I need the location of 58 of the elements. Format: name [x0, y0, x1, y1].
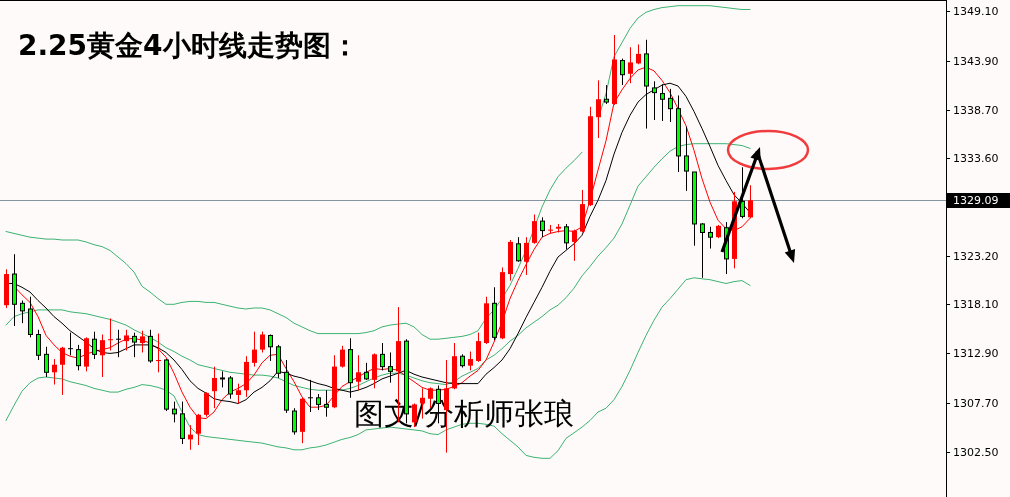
candlestick — [388, 351, 393, 384]
y-tick-label: 1318.10 — [953, 298, 999, 311]
candlestick — [76, 344, 81, 371]
candlestick — [20, 299, 25, 324]
candlestick — [228, 375, 233, 400]
candlestick — [684, 126, 689, 192]
candlestick — [700, 222, 705, 279]
candlestick — [212, 366, 217, 409]
y-tick-label: 1312.90 — [953, 347, 999, 360]
candlestick — [524, 236, 529, 276]
candlestick — [540, 216, 545, 238]
candlestick — [596, 79, 601, 139]
candlestick — [572, 229, 577, 262]
y-tick-label: 1338.70 — [953, 104, 999, 117]
ref-line-label: 1329.09 — [953, 194, 999, 207]
candlestick — [636, 43, 641, 65]
candlestick — [620, 58, 625, 86]
candlestick — [115, 329, 122, 358]
candlestick — [260, 331, 265, 353]
candlestick — [100, 334, 105, 378]
y-tick-label: 1307.70 — [953, 397, 999, 410]
y-tick-label: 1349.10 — [953, 5, 999, 18]
candlestick — [356, 354, 361, 391]
candlestick — [380, 342, 385, 371]
candlestick — [532, 214, 537, 245]
candlestick — [604, 84, 609, 105]
y-tick-label: 1333.60 — [953, 152, 999, 165]
candlestick — [172, 401, 177, 423]
text: 2.25黄金4小时线走势图： — [18, 29, 359, 62]
candlestick — [52, 358, 57, 386]
candlestick — [132, 332, 137, 358]
y-tick-label: 1323.20 — [953, 250, 999, 263]
candlestick — [516, 236, 521, 263]
candlestick — [252, 331, 257, 368]
candlestick — [340, 345, 345, 369]
candlestick — [156, 333, 161, 373]
candlestick — [740, 166, 745, 219]
candlestick — [236, 383, 241, 404]
candlestick — [564, 223, 569, 250]
candlestick — [140, 330, 145, 353]
candlestick — [292, 407, 297, 436]
candlestick — [108, 317, 113, 352]
candlestick — [268, 334, 273, 362]
candlestick — [476, 332, 481, 363]
candlestick — [324, 389, 329, 418]
candlestick — [468, 351, 473, 371]
candlestick — [44, 346, 49, 378]
candlestick — [668, 88, 673, 123]
candlestick — [60, 346, 65, 396]
line-series — [5, 277, 751, 459]
candlestick — [36, 329, 41, 361]
candlestick — [708, 226, 713, 250]
line-series — [5, 143, 751, 391]
candlestick — [67, 332, 74, 356]
y-tick-label: 1343.90 — [953, 55, 999, 68]
candlestick — [124, 329, 129, 352]
y-tick-label: 1302.50 — [953, 446, 999, 459]
candlestick — [92, 331, 97, 360]
